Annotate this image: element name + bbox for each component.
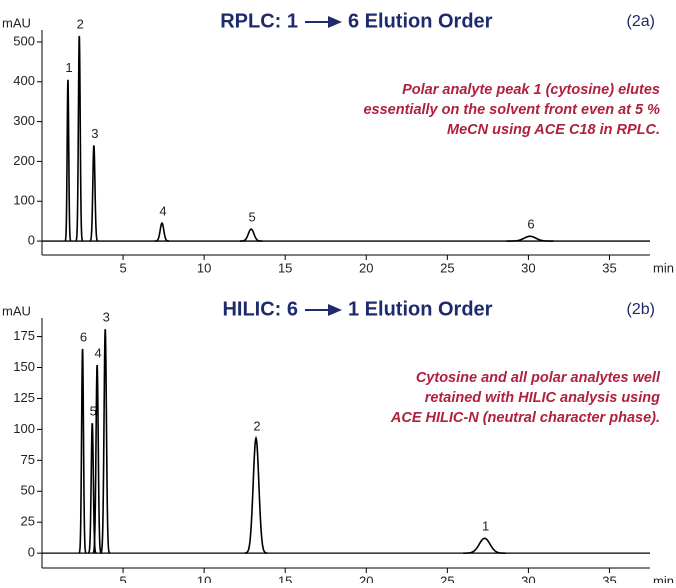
y-tick-label: 400 [13, 73, 35, 88]
annotation: ACE HILIC-N (neutral character phase). [390, 410, 660, 426]
y-tick-label: 100 [13, 421, 35, 436]
chart-title: 1 Elution Order [348, 298, 493, 320]
y-axis-label: mAU [2, 15, 31, 30]
peak [100, 329, 111, 554]
peak [463, 537, 507, 554]
x-tick-label: 20 [359, 573, 373, 583]
y-tick-label: 75 [21, 452, 35, 467]
x-tick-label: 10 [197, 260, 211, 275]
x-tick-label: 30 [521, 573, 535, 583]
peak-label: 4 [95, 345, 102, 360]
x-tick-label: 15 [278, 260, 292, 275]
annotation: essentially on the solvent front even at… [363, 102, 660, 118]
peak [75, 35, 84, 242]
peak [244, 435, 268, 554]
y-tick-label: 300 [13, 113, 35, 128]
x-tick-label: 5 [119, 573, 126, 583]
y-axis-label: mAU [2, 303, 31, 318]
peak-label: 5 [90, 404, 97, 419]
x-tick-label: 10 [197, 573, 211, 583]
peak-label: 6 [527, 217, 534, 232]
peak-label: 3 [103, 310, 110, 325]
y-tick-label: 25 [21, 514, 35, 529]
title-arrowhead [328, 16, 342, 28]
x-axis-label: min [653, 573, 674, 583]
peak-label: 2 [77, 16, 84, 31]
peak [506, 235, 554, 242]
peak-label: 1 [65, 60, 72, 75]
y-tick-label: 100 [13, 193, 35, 208]
y-tick-label: 0 [28, 545, 35, 560]
x-tick-label: 15 [278, 573, 292, 583]
peak-label: 2 [253, 418, 260, 433]
annotation: Polar analyte peak 1 (cytosine) elutes [402, 82, 660, 98]
y-tick-label: 150 [13, 359, 35, 374]
peak-label: 6 [80, 329, 87, 344]
x-tick-label: 35 [602, 573, 616, 583]
y-tick-label: 175 [13, 328, 35, 343]
peak [87, 423, 97, 554]
annotation: MeCN using ACE C18 in RPLC. [447, 122, 660, 138]
peak [64, 79, 72, 242]
panel-label: (2b) [627, 301, 655, 318]
peak [240, 228, 263, 242]
x-tick-label: 30 [521, 260, 535, 275]
y-tick-label: 50 [21, 483, 35, 498]
peak-label: 3 [91, 126, 98, 141]
annotation: retained with HILIC analysis using [425, 390, 660, 406]
y-tick-label: 0 [28, 232, 35, 247]
title-arrowhead [328, 304, 342, 316]
y-tick-label: 200 [13, 153, 35, 168]
peak [89, 145, 99, 242]
peak [92, 364, 102, 554]
x-axis-label: min [653, 260, 674, 275]
x-tick-label: 5 [119, 260, 126, 275]
y-tick-label: 125 [13, 390, 35, 405]
peak [78, 348, 87, 554]
annotation: Cytosine and all polar analytes well [416, 370, 661, 386]
peak [154, 222, 170, 242]
peak-label: 1 [482, 519, 489, 534]
x-tick-label: 25 [440, 573, 454, 583]
peak-label: 4 [159, 204, 166, 219]
chart-title: RPLC: 1 [220, 10, 298, 32]
x-tick-label: 20 [359, 260, 373, 275]
peak-label: 5 [249, 210, 256, 225]
chart-title: HILIC: 6 [222, 298, 298, 320]
x-tick-label: 35 [602, 260, 616, 275]
y-tick-label: 500 [13, 33, 35, 48]
chart-title: 6 Elution Order [348, 10, 493, 32]
x-tick-label: 25 [440, 260, 454, 275]
panel-label: (2a) [627, 13, 655, 30]
